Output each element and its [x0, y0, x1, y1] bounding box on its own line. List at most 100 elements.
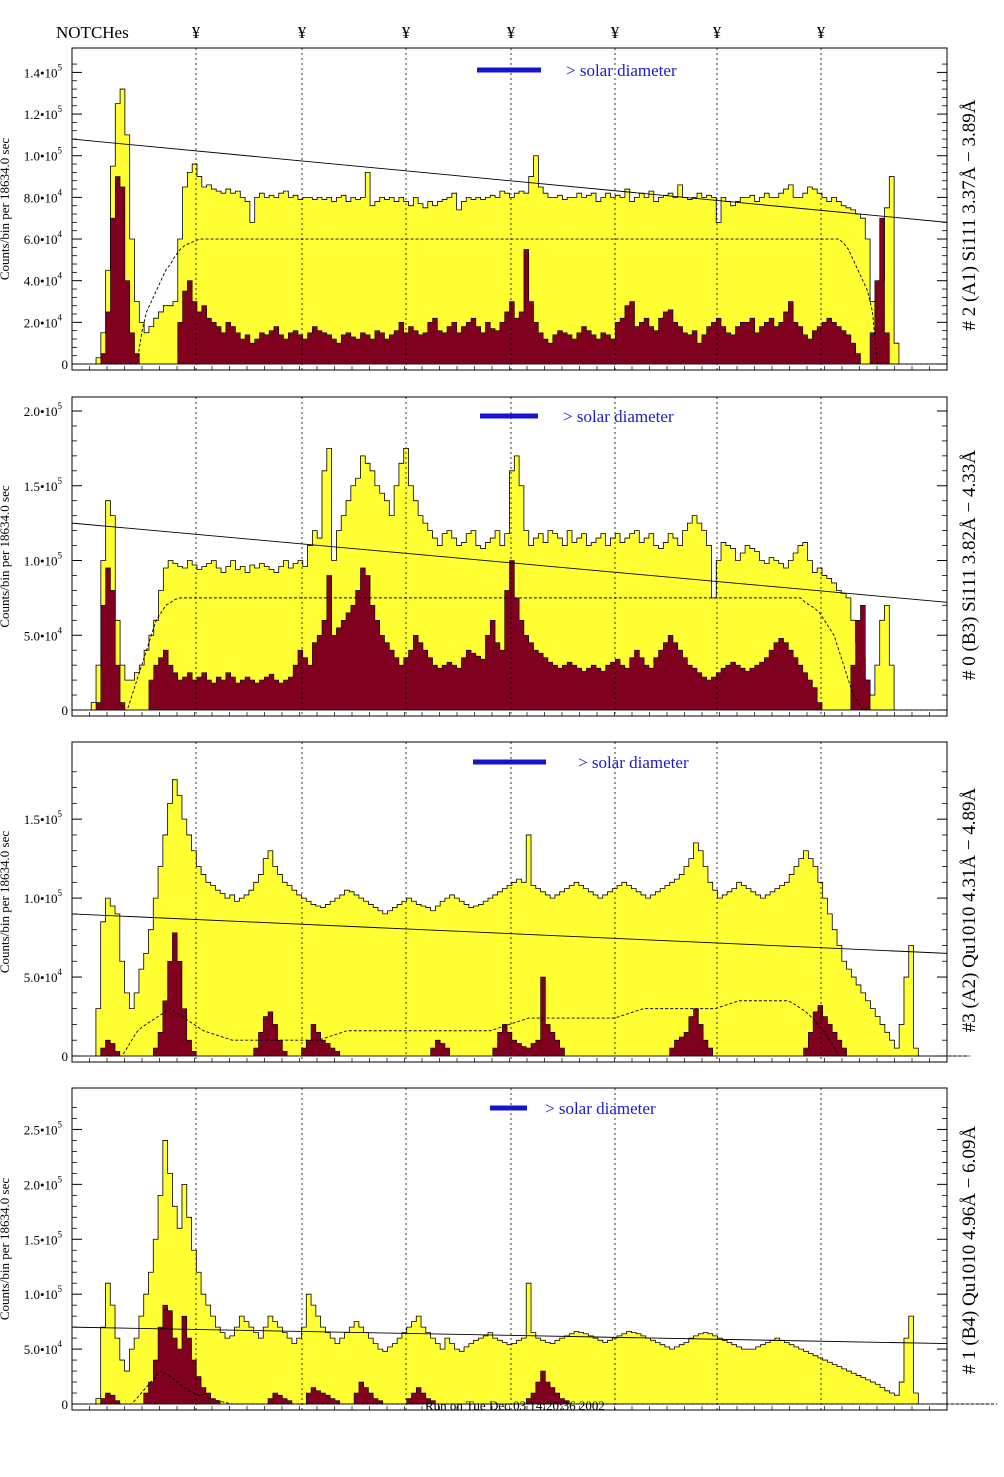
- y-tick-exponent: 5: [58, 476, 63, 486]
- panel-title: # 2 (A1) Si111 3.37Å − 3.89Å: [959, 99, 980, 330]
- y-tick-base: 2.5•10: [24, 1122, 58, 1137]
- y-tick-exponent: 4: [58, 271, 63, 281]
- panel-title: #3 (A2) Qu1010 4.31Å − 4.89Å: [959, 787, 980, 1032]
- y-tick-base: 5.0•10: [24, 970, 58, 985]
- y-tick-base: 2.0•10: [24, 404, 58, 419]
- panel-2: 05.0•1041.0•1051.5•1052.0•105Counts/bin …: [0, 396, 980, 718]
- y-tick-exponent: 4: [58, 1339, 63, 1349]
- y-tick-exponent: 5: [58, 1229, 63, 1239]
- notch-symbol-6: ¥: [713, 23, 722, 42]
- y-tick-exponent: 4: [58, 312, 63, 322]
- y-tick-label: 0: [62, 703, 69, 718]
- y-tick-label: 0: [62, 1397, 69, 1412]
- y-tick-base: 8.0•10: [24, 190, 58, 205]
- y-tick-label: 1.0•105: [24, 1284, 63, 1302]
- y-tick-base: 5.0•10: [24, 1342, 58, 1357]
- y-tick-label: 1.4•105: [24, 62, 63, 80]
- y-tick-base: 6.0•10: [24, 232, 58, 247]
- y-tick-exponent: 5: [58, 1284, 63, 1294]
- notch-symbol-4: ¥: [507, 23, 516, 42]
- y-tick-base: 1.5•10: [24, 1232, 58, 1247]
- y-tick-label: 2.0•105: [24, 401, 63, 419]
- solar-diameter-label: > solar diameter: [578, 753, 689, 772]
- y-tick-base: 1.0•10: [24, 1287, 58, 1302]
- fit-line: [71, 913, 948, 954]
- background-model-curve: [74, 597, 935, 711]
- signal-counts-series: [72, 932, 971, 1057]
- panel-1: 02.0•1044.0•1046.0•1048.0•1041.0•1051.2•…: [0, 47, 980, 372]
- y-axis-label: Counts/bin per 18634.0 sec: [0, 831, 12, 973]
- y-tick-label: 4.0•104: [24, 271, 63, 289]
- y-tick-label: 1.5•105: [24, 809, 63, 827]
- total-counts-series: [72, 1140, 947, 1405]
- notch-markers: ¥ ¥ ¥ ¥ ¥ ¥ ¥: [192, 23, 826, 42]
- y-tick-base: 1.4•10: [24, 65, 58, 80]
- y-tick-label: 0: [62, 1049, 69, 1064]
- notch-symbol-1: ¥: [192, 23, 201, 42]
- notch-symbol-2: ¥: [298, 23, 307, 42]
- total-counts-series: [72, 88, 947, 365]
- fit-line: [71, 522, 948, 603]
- y-tick-label: 5.0•104: [24, 625, 63, 643]
- y-tick-exponent: 5: [58, 146, 63, 156]
- notches-label: NOTCHes: [56, 23, 129, 42]
- y-tick-exponent: 5: [58, 551, 63, 561]
- y-tick-base: 4.0•10: [24, 274, 58, 289]
- y-tick-base: 2.0•10: [24, 1177, 58, 1192]
- signal-counts-series: [72, 176, 947, 365]
- total-counts-series: [72, 779, 947, 1057]
- fit-line: [71, 1326, 948, 1345]
- y-tick-base: 2.0•10: [24, 315, 58, 330]
- y-tick-exponent: 5: [58, 888, 63, 898]
- y-tick-label: 1.5•105: [24, 476, 63, 494]
- y-tick-label: 8.0•104: [24, 187, 63, 205]
- y-tick-exponent: 5: [58, 809, 63, 819]
- y-tick-exponent: 4: [58, 187, 63, 197]
- y-tick-base: 1.0•10: [24, 891, 58, 906]
- panels: 02.0•1044.0•1046.0•1048.0•1041.0•1051.2•…: [0, 47, 998, 1412]
- y-axis-label: Counts/bin per 18634.0 sec: [0, 138, 12, 280]
- y-tick-base: 1.2•10: [24, 107, 58, 122]
- y-tick-label: 1.0•105: [24, 551, 63, 569]
- y-tick-label: 2.0•105: [24, 1174, 63, 1192]
- signal-counts-series: [72, 560, 947, 711]
- solar-diameter-label: > solar diameter: [566, 61, 677, 80]
- solar-diameter-label: > solar diameter: [545, 1099, 656, 1118]
- y-tick-base: 1.5•10: [24, 812, 58, 827]
- panel-title: # 0 (B3) Si111 3.82Å − 4.33Å: [959, 450, 980, 680]
- y-tick-label: 5.0•104: [24, 967, 63, 985]
- y-tick-exponent: 4: [58, 967, 63, 977]
- notch-symbol-7: ¥: [817, 23, 826, 42]
- y-tick-base: 1.5•10: [24, 479, 58, 494]
- y-tick-label: 1.0•105: [24, 888, 63, 906]
- y-tick-exponent: 4: [58, 229, 63, 239]
- y-tick-label: 5.0•104: [24, 1339, 63, 1357]
- background-model-curve: [74, 1000, 969, 1057]
- y-tick-label: 1.5•105: [24, 1229, 63, 1247]
- solar-diameter-label: > solar diameter: [563, 407, 674, 426]
- y-tick-exponent: 5: [58, 1119, 63, 1129]
- y-tick-label: 1.2•105: [24, 104, 63, 122]
- y-axis-label: Counts/bin per 18634.0 sec: [0, 1178, 12, 1320]
- background-model-curve: [74, 1370, 998, 1405]
- y-tick-label: 1.0•105: [24, 146, 63, 164]
- y-tick-label: 0: [62, 357, 69, 372]
- y-tick-exponent: 5: [58, 401, 63, 411]
- fit-line: [71, 138, 948, 223]
- y-tick-label: 2.5•105: [24, 1119, 63, 1137]
- y-axis-label: Counts/bin per 18634.0 sec: [0, 485, 12, 627]
- y-tick-base: 1.0•10: [24, 149, 58, 164]
- y-tick-exponent: 4: [58, 625, 63, 635]
- run-timestamp: Run on Tue Dec 03 14:20:36 2002: [425, 1398, 605, 1413]
- notch-symbol-5: ¥: [611, 23, 620, 42]
- y-tick-base: 5.0•10: [24, 628, 58, 643]
- y-tick-exponent: 5: [58, 104, 63, 114]
- y-tick-base: 1.0•10: [24, 554, 58, 569]
- y-tick-label: 2.0•104: [24, 312, 63, 330]
- background-model-curve: [74, 238, 940, 365]
- notch-symbol-3: ¥: [402, 23, 411, 42]
- y-tick-label: 6.0•104: [24, 229, 63, 247]
